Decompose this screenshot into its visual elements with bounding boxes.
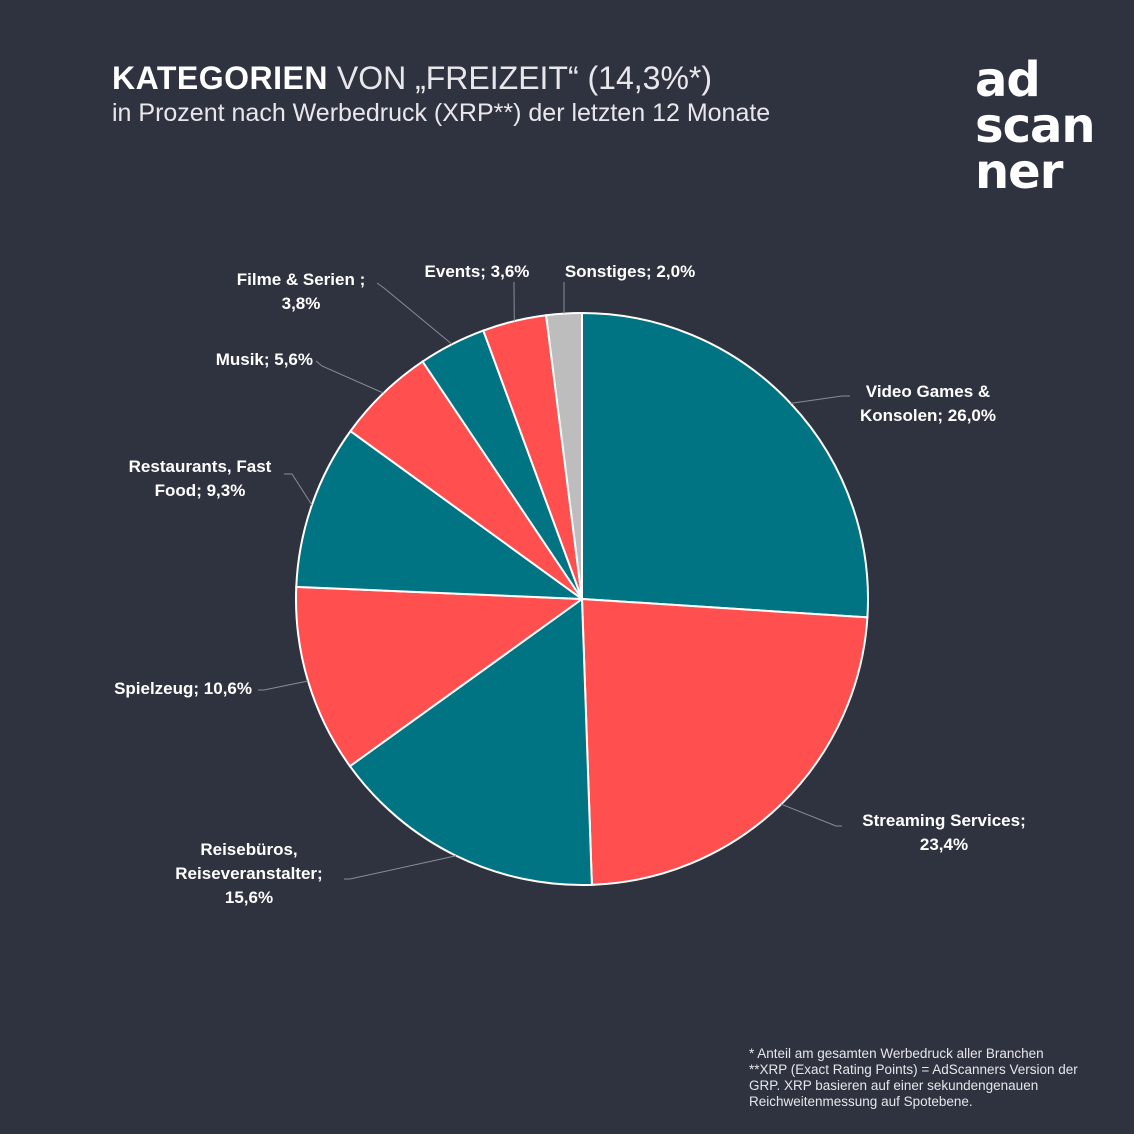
slice-label: Streaming Services; 23,4% — [862, 811, 1025, 854]
leader-line — [790, 395, 850, 404]
slice-label: Video Games & Konsolen; 26,0% — [860, 382, 996, 425]
footnote-line-2: **XRP (Exact Rating Points) = AdScanners… — [749, 1062, 1078, 1077]
slice-label: Filme & Serien ; 3,8% — [237, 270, 365, 313]
slice-label-line: Food; 9,3% — [155, 481, 246, 500]
leader-line — [315, 360, 384, 394]
leader-line — [258, 680, 309, 691]
leader-line — [344, 855, 457, 880]
leader-line — [376, 282, 453, 345]
slice-label: Spielzeug; 10,6% — [114, 679, 252, 698]
slice-label: Sonstiges; 2,0% — [565, 262, 695, 281]
slice-label-line: Spielzeug; 10,6% — [114, 679, 252, 698]
logo-line-2: scan — [975, 98, 1096, 154]
chart-title: KATEGORIEN VON „FREIZEIT“ (14,3%*) — [112, 58, 770, 98]
slice-label: Events; 3,6% — [425, 262, 530, 281]
slice-label-line: Musik; 5,6% — [216, 350, 313, 369]
slice-label-line: Reisebüros, — [200, 840, 297, 859]
slice-label-line: 3,8% — [282, 294, 321, 313]
pie-slice-streaming-services — [580, 597, 869, 886]
logo-line-1: ad — [975, 52, 1041, 108]
slice-label-line: Reiseveranstalter; — [175, 864, 322, 883]
slice-label-line: Restaurants, Fast — [129, 457, 272, 476]
slice-label-line: Filme & Serien ; — [237, 270, 365, 289]
slice-label-line: Events; 3,6% — [425, 262, 530, 281]
leader-line — [284, 473, 313, 506]
footnotes: * Anteil am gesamten Werbedruck aller Br… — [749, 1046, 1119, 1110]
slice-label-line: Streaming Services; — [862, 811, 1025, 830]
slice-label-line: 23,4% — [920, 835, 968, 854]
footnote-line-1: * Anteil am gesamten Werbedruck aller Br… — [749, 1046, 1044, 1061]
chart-subtitle: in Prozent nach Werbedruck (XRP**) der l… — [112, 99, 771, 127]
leader-line — [781, 803, 842, 827]
pie-slice-video-games-konsolen — [581, 311, 869, 619]
slice-label: Restaurants, Fast Food; 9,3% — [129, 457, 272, 500]
chart-title-bold: KATEGORIEN — [112, 60, 328, 96]
pie-slice-spielzeug — [295, 585, 585, 768]
footnote-line-3: GRP. XRP basieren auf einer sekundengena… — [749, 1078, 1039, 1093]
adscanner-logo: ad scan ner — [975, 52, 1105, 200]
footnote-line-4: Reichweitenmessung auf Spotebene. — [749, 1094, 973, 1109]
slice-label: Musik; 5,6% — [216, 350, 313, 369]
slice-label-line: Video Games & — [866, 382, 990, 401]
slice-label-line: 15,6% — [225, 888, 273, 907]
chart-title-rest: VON „FREIZEIT“ (14,3%*) — [336, 60, 713, 96]
logo-line-3: ner — [975, 144, 1063, 200]
slice-label-line: Sonstiges; 2,0% — [565, 262, 695, 281]
chart-header: KATEGORIEN VON „FREIZEIT“ (14,3%*) in Pr… — [112, 58, 770, 128]
slice-label-line: Konsolen; 26,0% — [860, 406, 996, 425]
slice-label: Reisebüros, Reiseveranstalter; 15,6% — [175, 840, 322, 907]
